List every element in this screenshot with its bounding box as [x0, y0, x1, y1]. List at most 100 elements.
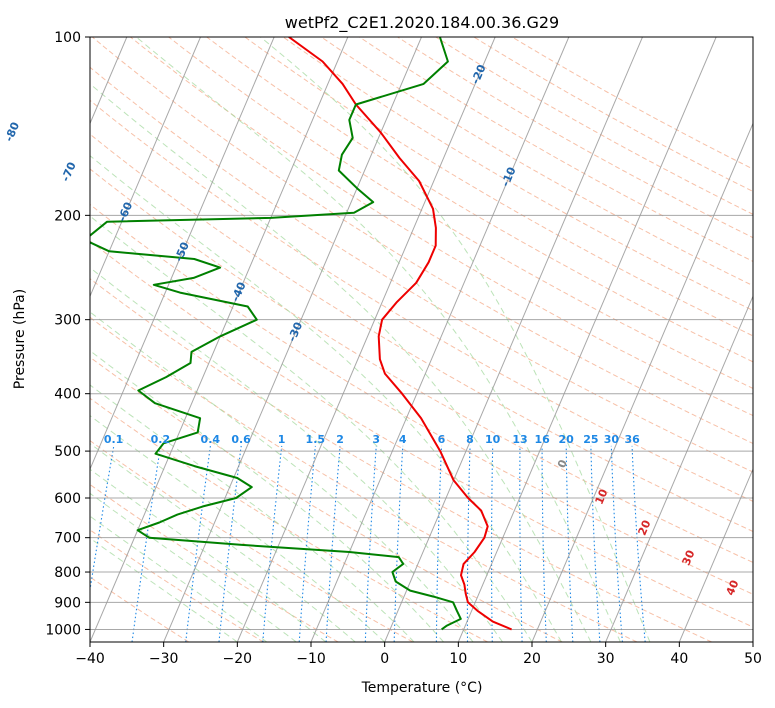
moist-adiabat: [90, 415, 386, 642]
mixing-ratio-label: 4: [399, 433, 407, 446]
dry-adiabat: [90, 278, 712, 642]
grid-lines: [90, 37, 753, 642]
dry-adiabat: [511, 37, 753, 170]
background-lines: [90, 37, 753, 642]
x-tick-label: −10: [296, 651, 326, 667]
dry-adiabat: [90, 168, 753, 563]
dry-adiabat: [90, 440, 414, 642]
dry-adiabat: [90, 133, 753, 533]
moist-adiabat: [90, 468, 327, 642]
x-tick-label: 50: [744, 651, 762, 667]
dry-adiabat: [90, 356, 563, 642]
dewpoint-line: [90, 37, 462, 631]
mixing-ratio-label: 3: [372, 433, 380, 446]
dry-adiabat: [435, 37, 753, 215]
x-tick-label: −30: [149, 651, 179, 667]
moist-adiabat: [90, 350, 444, 642]
mixing-ratio-line: [218, 445, 242, 642]
theta-label: 20: [636, 518, 654, 537]
dry-adiabat: [90, 66, 753, 473]
mixing-ratio-line: [631, 445, 646, 642]
y-axis: 1000 900 800 700 600 500 400 300 200 100: [45, 30, 90, 638]
isotherm-line: [90, 37, 201, 298]
chart-title: wetPf2_C2E1.2020.184.00.36.G29: [285, 13, 559, 33]
theta-label: 10: [593, 487, 611, 506]
moist-adiabat: [90, 384, 415, 642]
isotherm-label: -20: [469, 62, 489, 86]
dry-adiabat: [320, 37, 753, 287]
mixing-ratio-line: [262, 445, 283, 642]
isotherm-line: [457, 37, 717, 642]
mixing-ratio-line: [590, 445, 601, 642]
x-tick-label: 20: [523, 651, 541, 667]
mixing-ratio-label: 6: [438, 433, 446, 446]
temperature-line: [288, 37, 512, 631]
y-axis-title: Pressure (hPa): [12, 289, 28, 389]
dry-adiabat: [359, 37, 753, 262]
theta-label: 30: [680, 548, 698, 567]
dry-adiabat: [90, 529, 264, 642]
mixing-ratio-line: [490, 445, 494, 642]
isotherm-label: -80: [2, 120, 22, 144]
theta-label: 0: [555, 457, 570, 469]
mixing-ratio-label: 36: [624, 433, 640, 446]
mixing-ratio-line: [519, 445, 523, 642]
mixing-ratio-line: [364, 445, 377, 642]
mixing-ratio-label: 0.4: [201, 433, 221, 446]
isotherm-line: [310, 37, 570, 642]
mixing-ratio-label: 0.1: [104, 433, 124, 446]
mixing-ratio-label: 13: [512, 433, 527, 446]
isotherm-label: -60: [116, 200, 136, 224]
mixing-ratio-line: [298, 445, 316, 642]
x-tick-label: 30: [597, 651, 615, 667]
mixing-ratio-line: [185, 445, 211, 642]
isotherm-label: -30: [285, 320, 305, 344]
mixing-ratio-label: 0.2: [151, 433, 171, 446]
moist-adiabat: [90, 311, 474, 642]
profiles: [90, 37, 512, 631]
isotherm-label: -70: [59, 160, 79, 184]
moist-adiabat: [90, 267, 503, 642]
mixing-ratio-line: [466, 445, 471, 642]
mixing-ratio-label: 1: [278, 433, 286, 446]
dry-adiabat: [90, 203, 753, 595]
isotherm-line: [678, 467, 753, 642]
moist-adiabat: [260, 37, 651, 642]
x-tick-label: 0: [380, 651, 389, 667]
mixing-ratio-label: 10: [485, 433, 501, 446]
dry-adiabat: [90, 483, 339, 642]
x-tick-label: 40: [670, 651, 688, 667]
y-tick-label: 100: [54, 30, 81, 46]
isotherm-line: [752, 640, 753, 642]
mixing-ratio-label: 25: [583, 433, 598, 446]
dry-adiabat: [206, 37, 753, 363]
mixing-ratio-line: [393, 445, 404, 642]
dry-adiabat: [90, 397, 488, 642]
mixing-ratio-line: [435, 445, 443, 642]
moist-adiabat: [90, 215, 533, 642]
mixing-ratio-label: 2: [336, 433, 344, 446]
y-tick-label: 900: [54, 595, 81, 611]
y-tick-label: 200: [54, 208, 81, 224]
dry-adiabat: [90, 240, 753, 628]
dry-adiabat: [91, 37, 753, 445]
isotherm-line: [90, 37, 275, 471]
mixing-ratio-line: [565, 445, 574, 642]
moist-adiabat: [135, 37, 621, 642]
theta-label: 40: [724, 578, 742, 597]
mixing-ratio-line: [541, 445, 547, 642]
isotherm-line: [384, 37, 643, 642]
moist-adiabat: [90, 155, 562, 642]
y-tick-label: 1000: [45, 622, 81, 638]
y-tick-label: 400: [54, 387, 81, 403]
mixing-ratio-label: 8: [466, 433, 474, 446]
y-tick-label: 600: [54, 491, 81, 507]
mixing-ratio-label: 20: [559, 433, 575, 446]
isotherm-line: [531, 122, 753, 642]
y-tick-label: 300: [54, 313, 81, 329]
moist-adiabat: [90, 537, 238, 642]
x-tick-label: −40: [75, 651, 105, 667]
dry-adiabat: [282, 37, 753, 312]
y-tick-label: 800: [54, 565, 81, 581]
